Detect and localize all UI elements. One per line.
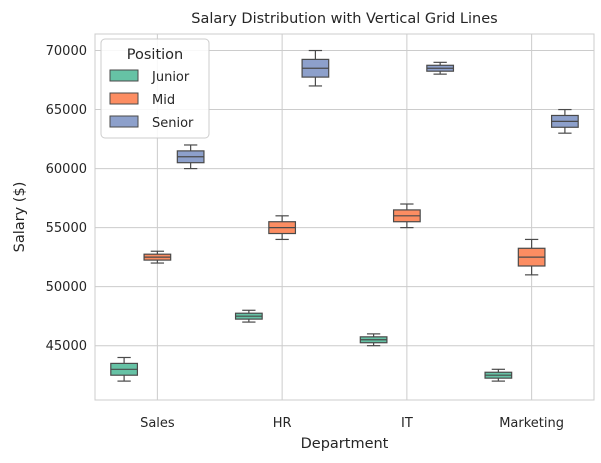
chart-title: Salary Distribution with Vertical Grid L… — [191, 11, 497, 27]
legend-title: Position — [127, 47, 183, 63]
y-tick-label: 45000 — [46, 339, 87, 354]
x-tick-label: HR — [273, 416, 292, 431]
box-junior-hr — [234, 309, 263, 323]
box-senior-hr — [301, 49, 330, 87]
y-tick-label: 60000 — [46, 162, 87, 177]
box-mid-hr — [268, 215, 297, 241]
legend-swatch — [109, 115, 139, 128]
box-senior-sales — [176, 144, 205, 170]
box-junior-marketing — [484, 368, 513, 382]
x-tick-label: Sales — [140, 416, 175, 431]
y-tick-label: 55000 — [46, 221, 87, 236]
box-mid-it — [392, 203, 421, 229]
box-mid-marketing — [517, 238, 546, 276]
tick-labels: 45000 50000 55000 60000 65000 70000 Sales HR IT M… — [46, 44, 564, 431]
legend-label: Mid — [152, 93, 175, 108]
legend: Position Junior Mid Senior — [100, 38, 210, 139]
box-junior-sales — [110, 356, 139, 382]
y-tick-label: 65000 — [46, 103, 87, 118]
x-tick-label: Marketing — [499, 416, 564, 431]
box-mid-sales — [143, 250, 172, 264]
legend-label: Senior — [152, 116, 194, 131]
plot-frame — [94, 33, 595, 401]
box-senior-marketing — [550, 108, 579, 134]
y-tick-label: 50000 — [46, 280, 87, 295]
box-senior-it — [426, 61, 455, 75]
y-axis-title: Salary ($) — [12, 182, 28, 253]
legend-item-junior: Junior — [109, 69, 190, 85]
x-axis-title: Department — [301, 436, 389, 452]
legend-item-mid: Mid — [109, 92, 175, 108]
legend-label: Junior — [151, 70, 190, 85]
x-tick-label: IT — [401, 416, 413, 431]
legend-swatch — [109, 69, 139, 82]
box-junior-it — [359, 333, 388, 347]
legend-item-senior: Senior — [109, 115, 194, 131]
box-plots — [110, 49, 579, 382]
legend-frame — [100, 38, 210, 139]
legend-swatch — [109, 92, 139, 105]
y-tick-label: 70000 — [46, 44, 87, 59]
